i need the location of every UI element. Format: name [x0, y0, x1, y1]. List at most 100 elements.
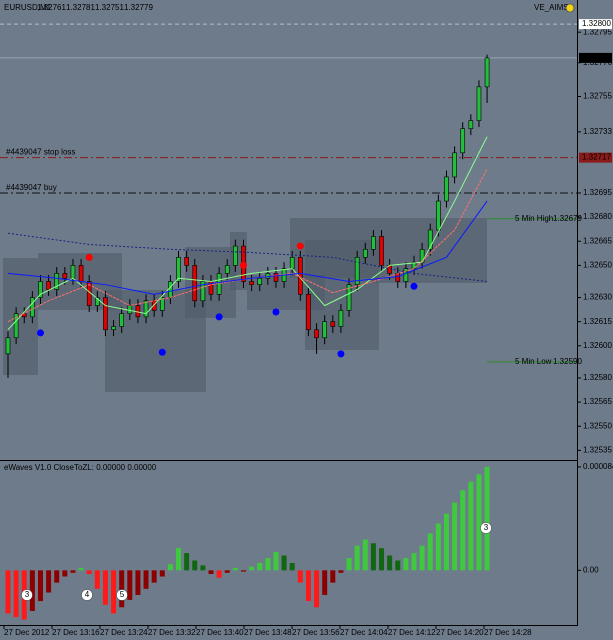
wave-bar: [240, 570, 246, 572]
y-tick-label: 1.32795: [583, 27, 612, 36]
wave-bar: [297, 570, 303, 583]
x-tick-label: 27 Dec 14:04: [340, 628, 388, 637]
wave-bar: [216, 570, 222, 578]
candle-body: [322, 321, 327, 339]
signal-dot: [158, 348, 166, 356]
wave-bar: [395, 560, 401, 571]
symbol: EURUSD,M1: [4, 3, 52, 12]
x-tick-label: 27 Dec 14:20: [436, 628, 484, 637]
wave-label-badge: [480, 522, 492, 534]
wave-bar: [330, 570, 336, 583]
wave-bar: [354, 545, 360, 571]
wave-label-badge: [116, 589, 128, 601]
level-name: #4439047 stop loss: [6, 148, 75, 157]
signal-dot: [215, 313, 223, 321]
wave-bar: [208, 570, 214, 575]
candle-body: [233, 245, 238, 266]
x-tick-label: 27 Dec 13:40: [196, 628, 244, 637]
x-tick-label: 27 Dec 13:56: [292, 628, 340, 637]
candle-body: [306, 294, 311, 331]
y-tick-label: 1.32550: [583, 421, 612, 430]
wave-bar: [232, 567, 238, 571]
wave-bar: [265, 558, 271, 571]
x-tick-label: 27 Dec 13:24: [100, 628, 148, 637]
wave-bar: [192, 560, 198, 571]
signal-dot: [239, 261, 247, 269]
candle-body: [224, 265, 230, 274]
wave-bar: [143, 570, 149, 589]
y-tick-label: 1.32565: [583, 397, 612, 406]
wave-label: 3: [484, 523, 489, 532]
wave-label-badge: [81, 589, 93, 601]
wave-bar: [29, 570, 35, 611]
candle-body: [371, 236, 376, 250]
wave-bar: [159, 570, 165, 577]
candle-body: [346, 284, 352, 311]
candle-body: [46, 281, 51, 290]
y-tick-label: 0.000084: [583, 462, 613, 471]
wave-bar: [86, 570, 92, 575]
wave-bar: [370, 543, 376, 571]
wave-bar: [70, 570, 76, 573]
indicator-name: VE_AIMS: [534, 3, 569, 12]
candle-body: [143, 300, 149, 318]
signal-dot: [296, 242, 304, 250]
candle-body: [314, 329, 319, 339]
wave-bar: [419, 545, 425, 571]
indicator-line: [7, 232, 488, 282]
y-tick-label: 0.00: [583, 565, 599, 574]
wave-bar: [387, 555, 393, 571]
indicator-line: [7, 136, 488, 331]
candle-body: [403, 268, 409, 282]
candle-body: [159, 297, 165, 311]
x-tick-label: 27 Dec 13:32: [148, 628, 196, 637]
candle-body: [354, 257, 360, 285]
level-box-label: 1.32717: [582, 153, 611, 162]
wave-bar: [322, 570, 328, 595]
wave-bar: [200, 565, 206, 571]
candle-body: [127, 305, 133, 314]
wave-bar: [257, 562, 263, 571]
wave-bar: [435, 523, 441, 571]
last-price-box: [579, 52, 612, 63]
candle-body: [78, 265, 84, 282]
candle-body: [452, 152, 457, 178]
y-tick-label: 1.32665: [583, 236, 612, 245]
wave-bar: [135, 570, 141, 595]
wave-bar: [281, 555, 287, 571]
wave-bar: [151, 570, 157, 583]
candle-body: [379, 236, 384, 266]
signal-dot: [272, 308, 280, 316]
level-value: 1.32590: [553, 357, 582, 366]
candle-body: [168, 281, 173, 298]
wave-bar: [37, 570, 43, 602]
wave-bar: [119, 570, 125, 608]
candle-body: [460, 128, 466, 154]
candle-body: [289, 257, 295, 269]
y-tick-label: 1.32733: [583, 127, 612, 136]
signal-dot: [337, 350, 345, 358]
candle-body: [362, 249, 368, 258]
candle-body: [330, 321, 336, 327]
wave-bar: [346, 558, 352, 571]
level-name: 5 Min High: [515, 214, 553, 223]
wave-bar: [289, 562, 295, 571]
x-tick-label: 27 Dec 13:48: [244, 628, 292, 637]
y-tick-label: 1.32755: [583, 92, 612, 101]
x-tick-label: 27 Dec 13:16: [52, 628, 100, 637]
candle-body: [427, 229, 433, 250]
wave-bar: [411, 553, 417, 571]
wave-bar: [427, 533, 433, 571]
signal-dot: [85, 253, 93, 261]
wave-bar: [249, 566, 255, 571]
wave-label: 4: [85, 590, 90, 599]
candle-body: [468, 120, 474, 129]
candle-body: [119, 313, 124, 327]
candle-body: [200, 281, 206, 302]
candle-body: [38, 281, 43, 298]
wave-label: 5: [120, 590, 125, 599]
wave-bar: [224, 570, 230, 573]
wave-bar: [452, 502, 458, 571]
wave-bar: [78, 567, 84, 571]
